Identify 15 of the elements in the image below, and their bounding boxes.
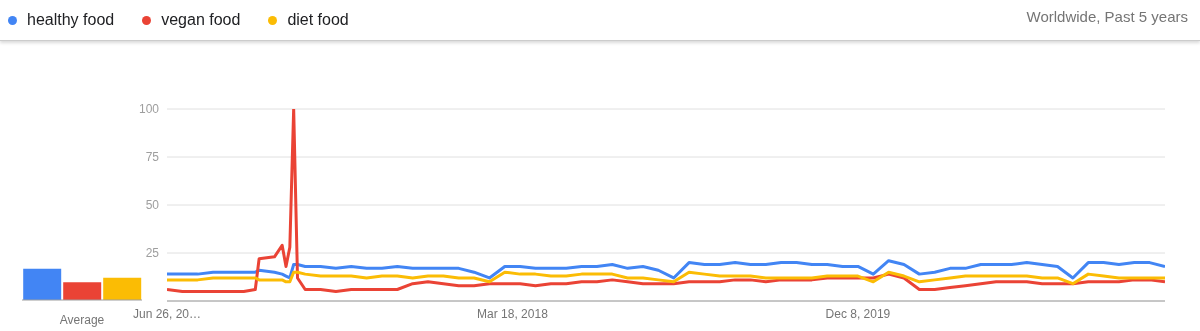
text: Worldwide, Past 5 years: [1026, 8, 1188, 25]
legend-label: vegan food: [161, 11, 241, 29]
x-tick-label: Mar 18, 2018: [477, 306, 549, 321]
y-tick-label: 25: [145, 246, 160, 261]
x-tick-label: Jun 26, 20…: [132, 306, 202, 321]
y-tick-label: 75: [145, 150, 160, 165]
y-tick-label: 100: [138, 102, 160, 117]
legend-label: diet food: [287, 11, 349, 29]
x-tick-label: Dec 8, 2019: [825, 306, 891, 321]
x-axis-title: Average: [59, 313, 105, 327]
line-series: [167, 109, 1165, 293]
y-tick-label: 50: [145, 198, 160, 213]
legend-label: healthy food: [27, 11, 115, 29]
line-series: [167, 270, 1165, 286]
line-series: [167, 259, 1165, 280]
